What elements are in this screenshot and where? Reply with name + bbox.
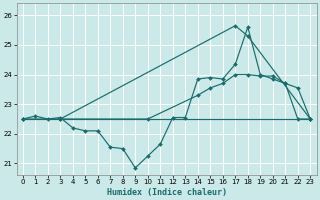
X-axis label: Humidex (Indice chaleur): Humidex (Indice chaleur) xyxy=(107,188,227,197)
